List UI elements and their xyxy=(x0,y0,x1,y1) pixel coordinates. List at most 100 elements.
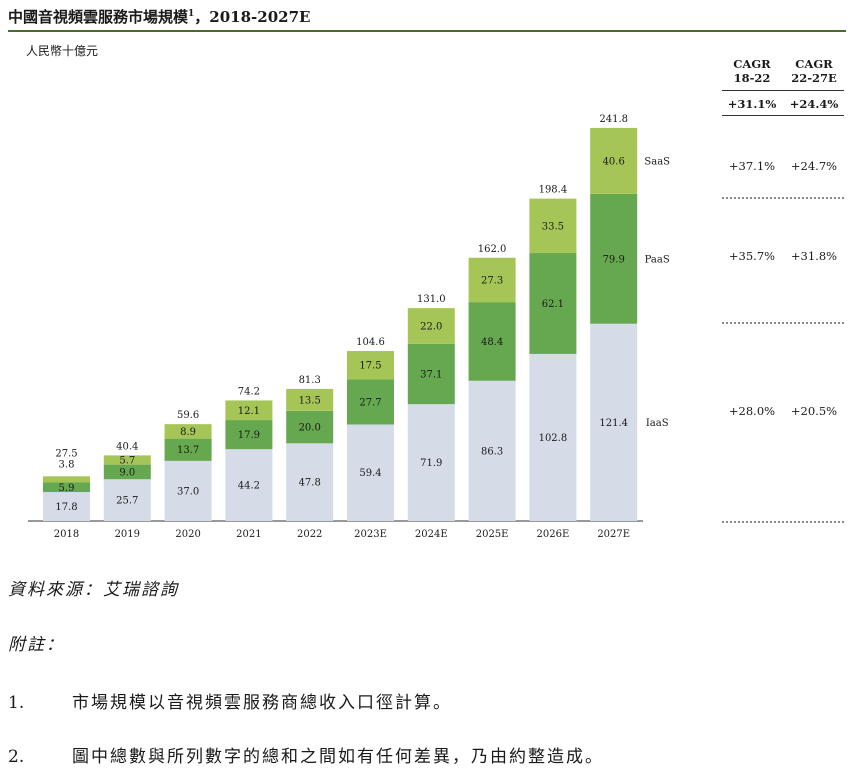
data-label-paas-2023E: 27.7 xyxy=(359,397,381,408)
stacked-bar-chart: 17.8 5.9 3.827.5 2018 25.7 9.05.7 40.4 2019 37.0… xyxy=(28,114,670,540)
bar-saas-2023E xyxy=(347,351,394,380)
data-label-iaas-2022: 47.8 xyxy=(299,478,321,489)
note-2: 2. 圖中總數與所列數字的總和之間如有任何差異，乃由約整造成。 xyxy=(8,742,604,767)
bar-saas-2025E xyxy=(468,257,516,303)
bar-saas-2021 xyxy=(225,400,273,421)
chart-title: 中國音視頻雲服務市場規模1，2018-2027E xyxy=(8,8,311,26)
data-label-paas-2022: 20.0 xyxy=(299,423,321,434)
data-label-iaas-2024E: 71.9 xyxy=(420,458,442,469)
notes-heading: 附註： xyxy=(8,635,65,655)
data-label-iaas-2025E: 86.3 xyxy=(481,446,503,457)
bar-saas-2020 xyxy=(164,424,212,439)
category-label-2021: 2021 xyxy=(236,529,261,540)
note-text: 圖中總數與所列數字的總和之間如有任何差異，乃由約整造成。 xyxy=(72,747,604,767)
data-label-iaas-2018: 17.8 xyxy=(55,502,77,513)
cagr-saas-22-27: +24.7% xyxy=(790,159,838,173)
cagr-header-18-22: CAGR 18-22 xyxy=(733,57,771,85)
data-label-iaas-2023E: 59.4 xyxy=(359,468,381,479)
bar-saas-2026E xyxy=(529,198,577,254)
data-label-saas-2027E: 40.6 xyxy=(603,156,625,167)
data-label-saas-2020: 8.9 xyxy=(180,427,196,438)
data-label-saas-2024E: 22.0 xyxy=(420,322,442,333)
cagr-total-rule xyxy=(722,115,844,116)
total-label-2027E: 241.8 xyxy=(599,114,628,125)
data-label-paas-2025E: 48.4 xyxy=(481,337,503,348)
bar-iaas-2018 xyxy=(43,492,90,521)
bar-iaas-2022 xyxy=(286,443,334,521)
data-label-iaas-2021: 44.2 xyxy=(238,481,260,492)
bar-iaas-2025E xyxy=(468,380,516,521)
bar-saas-2027E xyxy=(590,127,638,194)
bar-iaas-2026E xyxy=(529,353,577,521)
category-label-2020: 2020 xyxy=(175,529,200,540)
note-text: 市場規模以音視頻雲服務商總收入口徑計算。 xyxy=(72,693,452,713)
data-label-saas-2021: 12.1 xyxy=(238,406,260,417)
bar-paas-2022 xyxy=(286,410,334,444)
data-label-saas-2023E: 17.5 xyxy=(359,361,381,372)
cagr-header-rule xyxy=(722,90,844,91)
bar-iaas-2024E xyxy=(407,404,455,521)
data-label-saas-2018: 3.8 xyxy=(59,459,75,470)
data-label-iaas-2026E: 102.8 xyxy=(539,433,568,444)
category-label-2023E: 2023E xyxy=(354,529,387,540)
cagr-paas-18-22: +35.7% xyxy=(728,249,776,263)
note-number: 1. xyxy=(8,693,25,713)
dotted-divider xyxy=(722,197,844,199)
bar-iaas-2023E xyxy=(347,424,394,521)
series-label-paas: PaaS xyxy=(645,254,670,265)
total-label-2025E: 162.0 xyxy=(478,244,507,255)
bar-paas-2021 xyxy=(225,420,273,450)
total-label-2020: 59.6 xyxy=(177,410,199,421)
cagr-paas-22-27: +31.8% xyxy=(790,249,838,263)
category-label-2027E: 2027E xyxy=(597,529,630,540)
data-label-saas-2026E: 33.5 xyxy=(542,221,564,232)
bar-paas-2024E xyxy=(407,343,455,405)
data-label-paas-2024E: 37.1 xyxy=(420,370,442,381)
cagr-iaas-18-22: +28.0% xyxy=(728,404,776,418)
data-label-iaas-2027E: 121.4 xyxy=(599,418,628,429)
category-label-2018: 2018 xyxy=(54,529,79,540)
total-label-2019: 40.4 xyxy=(116,441,138,452)
category-label-2026E: 2026E xyxy=(537,529,570,540)
dotted-divider xyxy=(722,521,844,523)
bar-iaas-2020 xyxy=(164,460,212,521)
bar-paas-2023E xyxy=(347,379,394,425)
data-label-iaas-2019: 25.7 xyxy=(116,496,138,507)
source-note: 資料來源：艾瑞諮詢 xyxy=(8,580,179,600)
total-label-2022: 81.3 xyxy=(299,375,321,386)
cagr-saas-18-22: +37.1% xyxy=(728,159,776,173)
data-label-saas-2025E: 27.3 xyxy=(481,275,503,286)
bar-paas-2025E xyxy=(468,302,516,381)
bar-saas-2024E xyxy=(407,308,455,344)
unit-label: 人民幣十億元 xyxy=(26,44,99,58)
data-label-paas-2026E: 62.1 xyxy=(542,299,564,310)
bar-paas-2027E xyxy=(590,193,638,324)
category-label-2024E: 2024E xyxy=(415,529,448,540)
bar-saas-2018 xyxy=(43,476,90,483)
title-divider xyxy=(8,30,846,32)
total-label-2021: 74.2 xyxy=(238,386,260,397)
bar-paas-2020 xyxy=(164,438,212,461)
data-label-saas-2022: 13.5 xyxy=(299,395,321,406)
data-label-iaas-2020: 37.0 xyxy=(177,486,199,497)
total-label-2026E: 198.4 xyxy=(539,185,568,196)
bar-iaas-2021 xyxy=(225,449,273,521)
bar-iaas-2019 xyxy=(103,479,151,521)
note-number: 2. xyxy=(8,747,25,767)
series-label-iaas: IaaS xyxy=(646,418,669,429)
category-label-2022: 2022 xyxy=(297,529,322,540)
bar-saas-2022 xyxy=(286,388,334,411)
bar-saas-2019 xyxy=(103,455,151,465)
total-label-2023E: 104.6 xyxy=(356,337,385,348)
category-label-2025E: 2025E xyxy=(476,529,509,540)
data-label-paas-2019: 9.0 xyxy=(119,467,135,478)
cagr-header-22-27: CAGR 22-27E xyxy=(791,57,837,85)
note-1: 1. 市場規模以音視頻雲服務商總收入口徑計算。 xyxy=(8,688,452,713)
bar-paas-2019 xyxy=(103,464,151,480)
data-label-paas-2021: 17.9 xyxy=(238,430,260,441)
category-label-2019: 2019 xyxy=(115,529,140,540)
cagr-iaas-22-27: +20.5% xyxy=(790,404,838,418)
total-label-2018: 27.5 xyxy=(55,448,77,459)
dotted-divider xyxy=(722,322,844,324)
cagr-total-22-27: +24.4% xyxy=(789,97,839,111)
